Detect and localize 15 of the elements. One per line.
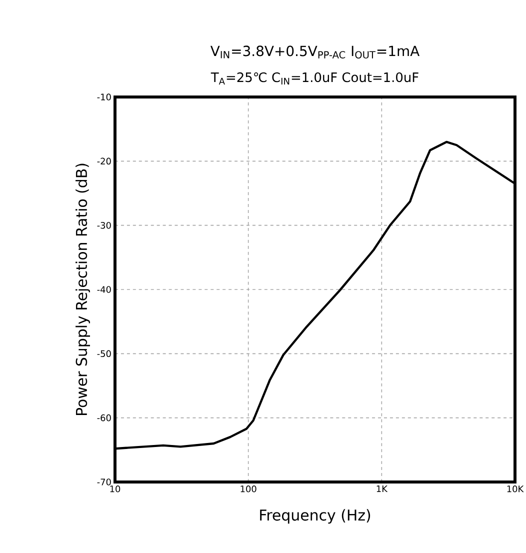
x-axis-title: Frequency (Hz) — [260, 509, 370, 524]
x-tick-label: 1K — [376, 486, 388, 492]
x-tick-label: 100 — [240, 486, 256, 492]
y-tick-label: -20 — [97, 158, 111, 165]
x-tick-label: 10K — [507, 486, 524, 492]
y-tick-label: -10 — [97, 94, 111, 100]
y-tick-label: -40 — [97, 286, 111, 293]
y-tick-label: -30 — [97, 222, 111, 229]
y-axis-title: Power Supply Rejection Ratio (dB) — [76, 164, 90, 416]
y-tick-label: -50 — [97, 350, 111, 358]
y-tick-label: -70 — [97, 478, 111, 486]
chart-subtitle: V$_{IN}$=3.8V+0.5V$_{PP-AC}$ I$_{OUT}$=1mA — [210, 46, 420, 58]
text: T$_{A}$=25℃ C$_{IN}$=1.0uF Cout=1.0uF — [210, 72, 418, 84]
x-tick-label: 10 — [110, 486, 120, 492]
y-tick-label: -60 — [97, 414, 111, 422]
